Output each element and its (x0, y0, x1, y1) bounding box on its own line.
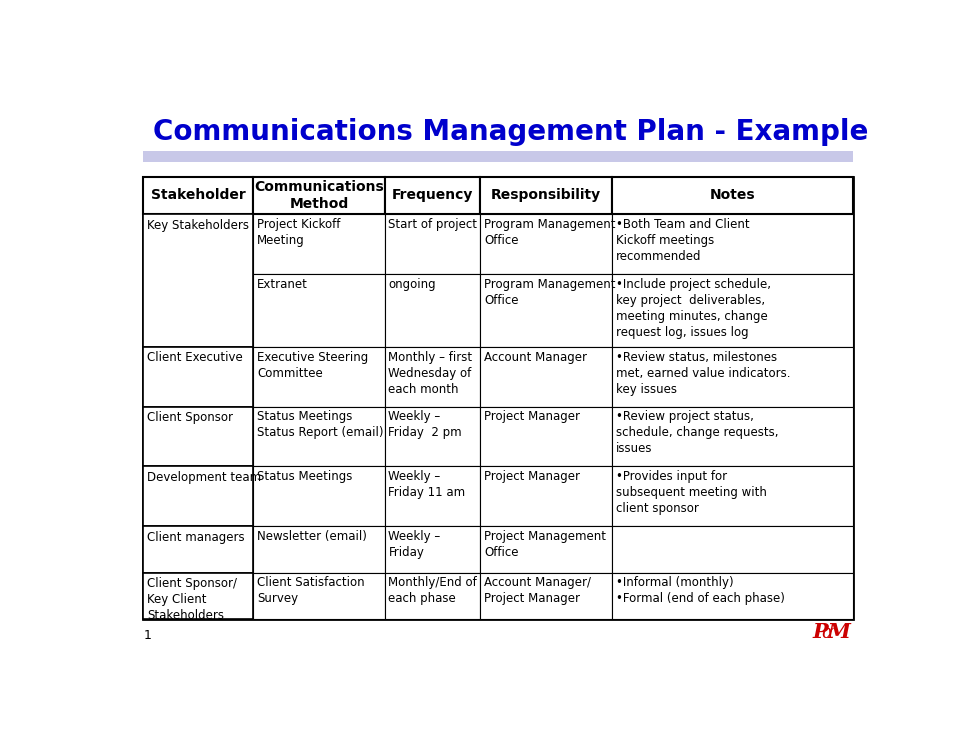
Text: Frequency: Frequency (392, 189, 473, 203)
Bar (143, 347, 254, 407)
Text: Key Stakeholders: Key Stakeholders (147, 219, 249, 231)
Bar (143, 151, 853, 161)
Text: Start of project: Start of project (389, 218, 477, 231)
Bar (385, 573, 480, 619)
Bar (254, 347, 385, 407)
Bar (611, 177, 853, 214)
Bar (480, 347, 611, 407)
Text: Communications
Method: Communications Method (254, 180, 384, 211)
Bar (143, 467, 254, 526)
Text: Extranet: Extranet (258, 278, 308, 290)
Text: Weekly –
Friday: Weekly – Friday (389, 530, 440, 559)
Text: Project Manager: Project Manager (484, 411, 580, 424)
Bar (385, 526, 480, 573)
Text: •Review status, milestones
met, earned value indicators.
key issues: •Review status, milestones met, earned v… (615, 351, 790, 396)
Bar (480, 214, 611, 273)
Text: PM: PM (813, 622, 851, 642)
Bar (254, 214, 385, 273)
Text: Newsletter (email): Newsletter (email) (258, 530, 367, 543)
Text: •Include project schedule,
key project  deliverables,
meeting minutes, change
re: •Include project schedule, key project d… (615, 278, 771, 338)
Bar (143, 407, 254, 467)
Bar (143, 526, 254, 573)
Bar (385, 177, 480, 214)
Bar (611, 573, 853, 619)
Bar (611, 467, 853, 526)
Text: α: α (820, 624, 833, 642)
Text: Monthly – first
Wednesday of
each month: Monthly – first Wednesday of each month (389, 351, 472, 396)
Bar (611, 526, 853, 573)
Text: Status Meetings
Status Report (email): Status Meetings Status Report (email) (258, 411, 384, 439)
Text: Weekly –
Friday  2 pm: Weekly – Friday 2 pm (389, 411, 462, 439)
Text: Weekly –
Friday 11 am: Weekly – Friday 11 am (389, 470, 466, 499)
Bar (254, 467, 385, 526)
Text: Communications Management Plan - Example: Communications Management Plan - Example (153, 118, 868, 146)
Bar (254, 177, 385, 214)
Text: Project Manager: Project Manager (484, 470, 580, 483)
Bar (611, 347, 853, 407)
Bar (254, 573, 385, 619)
Bar (480, 526, 611, 573)
Bar (611, 407, 853, 467)
Text: Client Sponsor/
Key Client
Stakeholders: Client Sponsor/ Key Client Stakeholders (147, 577, 237, 622)
Text: Project Kickoff
Meeting: Project Kickoff Meeting (258, 218, 340, 247)
Text: Development team: Development team (147, 471, 261, 484)
Text: •Review project status,
schedule, change requests,
issues: •Review project status, schedule, change… (615, 411, 779, 455)
Bar (143, 177, 254, 214)
Text: Executive Steering
Committee: Executive Steering Committee (258, 351, 368, 380)
Bar (254, 273, 385, 347)
Text: •Provides input for
subsequent meeting with
client sponsor: •Provides input for subsequent meeting w… (615, 470, 767, 515)
Bar (480, 273, 611, 347)
Bar (480, 407, 611, 467)
Bar (254, 526, 385, 573)
Text: Account Manager: Account Manager (484, 351, 587, 363)
Bar (143, 573, 254, 619)
Bar (385, 273, 480, 347)
Bar (385, 467, 480, 526)
Bar (611, 273, 853, 347)
Bar (254, 407, 385, 467)
Text: 1: 1 (143, 629, 151, 642)
Text: Status Meetings: Status Meetings (258, 470, 353, 483)
Bar (480, 177, 611, 214)
Bar (385, 407, 480, 467)
Text: •Both Team and Client
Kickoff meetings
recommended: •Both Team and Client Kickoff meetings r… (615, 218, 749, 263)
Bar (385, 347, 480, 407)
Text: Client Satisfaction
Survey: Client Satisfaction Survey (258, 576, 364, 605)
Text: Project Management
Office: Project Management Office (484, 530, 607, 559)
Bar (143, 177, 853, 619)
Text: Monthly/End of
each phase: Monthly/End of each phase (389, 576, 477, 605)
Bar (480, 573, 611, 619)
Text: Client Executive: Client Executive (147, 352, 243, 364)
Text: Client managers: Client managers (147, 531, 245, 544)
Bar (480, 467, 611, 526)
Text: Program Management
Office: Program Management Office (484, 218, 616, 247)
Text: Responsibility: Responsibility (491, 189, 601, 203)
Text: Client Sponsor: Client Sponsor (147, 411, 233, 425)
Text: Stakeholder: Stakeholder (151, 189, 246, 203)
Text: Notes: Notes (710, 189, 755, 203)
Text: •Informal (monthly)
•Formal (end of each phase): •Informal (monthly) •Formal (end of each… (615, 576, 784, 605)
Bar (143, 214, 254, 347)
Text: Program Management
Office: Program Management Office (484, 278, 616, 307)
Bar (611, 214, 853, 273)
Text: Account Manager/
Project Manager: Account Manager/ Project Manager (484, 576, 591, 605)
Text: ongoing: ongoing (389, 278, 436, 290)
Bar (385, 214, 480, 273)
